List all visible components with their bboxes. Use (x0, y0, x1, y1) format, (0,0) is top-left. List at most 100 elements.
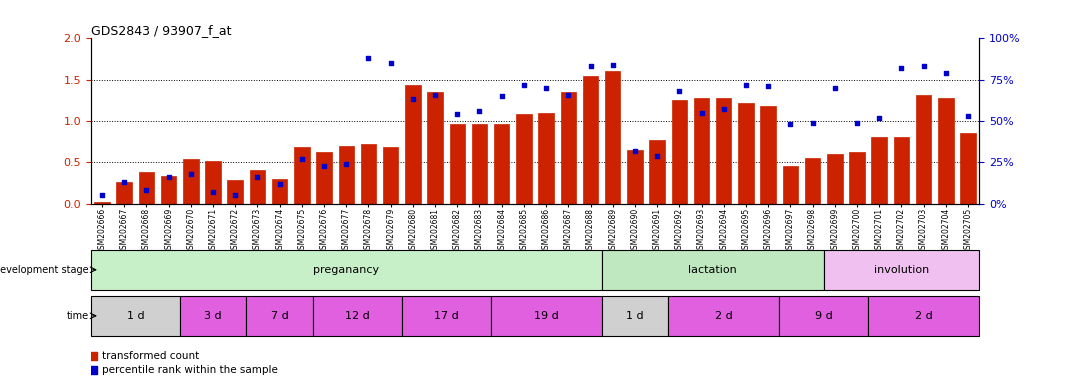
Text: 7 d: 7 d (271, 311, 289, 321)
Text: development stage: development stage (0, 265, 89, 275)
Point (360, 55, 377, 61)
Bar (827, 154, 842, 204)
Text: time: time (66, 311, 89, 321)
Point (693, 109, 710, 116)
Bar (494, 124, 509, 204)
Point (93, 192, 110, 199)
Point (671, 88, 688, 94)
Point (960, 113, 977, 119)
Bar (249, 170, 265, 204)
Point (227, 192, 244, 199)
Bar (871, 137, 887, 204)
Text: 17 d: 17 d (433, 311, 459, 321)
Point (516, 81, 533, 88)
Bar (960, 133, 976, 204)
Text: lactation: lactation (688, 265, 737, 275)
Point (626, 147, 643, 154)
Point (448, 111, 465, 118)
Bar (183, 159, 199, 204)
Point (826, 85, 843, 91)
Bar (561, 92, 576, 204)
Text: 9 d: 9 d (814, 311, 832, 321)
Text: 3 d: 3 d (204, 311, 221, 321)
Point (404, 96, 422, 103)
Point (871, 114, 888, 121)
Point (737, 81, 754, 88)
Bar (605, 71, 621, 204)
Point (849, 119, 866, 126)
Text: GDS2843 / 93907_f_at: GDS2843 / 93907_f_at (91, 24, 231, 37)
Point (892, 65, 910, 71)
Point (204, 189, 221, 195)
Text: preganancy: preganancy (314, 265, 380, 275)
Bar (427, 92, 443, 204)
Bar (805, 158, 821, 204)
Point (138, 187, 155, 194)
Bar (117, 182, 132, 204)
Bar (782, 166, 798, 204)
Bar (160, 176, 177, 204)
Bar (601, 296, 668, 336)
Bar (406, 84, 421, 204)
Point (249, 174, 266, 180)
Bar (938, 98, 953, 204)
Point (316, 162, 333, 169)
Bar (738, 103, 753, 204)
Point (915, 63, 932, 70)
Bar (449, 124, 465, 204)
Bar (361, 144, 377, 204)
Bar (893, 137, 910, 204)
Point (560, 91, 577, 98)
Bar (317, 152, 332, 204)
Point (338, 161, 355, 167)
Bar (868, 296, 979, 336)
Point (493, 93, 510, 99)
Bar (338, 146, 354, 204)
Bar (383, 147, 398, 204)
Point (537, 85, 554, 91)
Bar (180, 296, 246, 336)
Point (715, 106, 732, 113)
Bar (314, 296, 402, 336)
Bar (824, 250, 979, 290)
Point (160, 174, 178, 180)
Bar (583, 76, 598, 204)
Bar (91, 296, 180, 336)
Bar (649, 140, 664, 204)
Bar (850, 152, 865, 204)
Point (471, 108, 488, 114)
Bar (246, 296, 314, 336)
Point (782, 121, 799, 127)
Text: 19 d: 19 d (534, 311, 559, 321)
Bar (294, 147, 309, 204)
Text: transformed count: transformed count (102, 351, 199, 361)
Bar (139, 172, 154, 204)
Point (804, 119, 821, 126)
Bar (761, 106, 776, 204)
Text: involution: involution (874, 265, 929, 275)
Point (582, 63, 599, 70)
Text: 1 d: 1 d (626, 311, 644, 321)
Point (182, 171, 199, 177)
Bar (472, 124, 487, 204)
Bar (538, 113, 554, 204)
Bar (228, 180, 243, 204)
Bar (672, 100, 687, 204)
Bar (601, 250, 824, 290)
Point (382, 60, 399, 66)
Text: 2 d: 2 d (915, 311, 932, 321)
Bar (91, 250, 601, 290)
Bar (668, 296, 779, 336)
Bar (490, 296, 601, 336)
Point (937, 70, 954, 76)
Point (116, 179, 133, 185)
Bar (272, 179, 288, 204)
Point (648, 152, 666, 159)
Bar (916, 94, 931, 204)
Bar (779, 296, 868, 336)
Bar (205, 161, 220, 204)
Point (293, 156, 310, 162)
Point (760, 83, 777, 89)
Bar (627, 150, 643, 204)
Point (271, 180, 288, 187)
